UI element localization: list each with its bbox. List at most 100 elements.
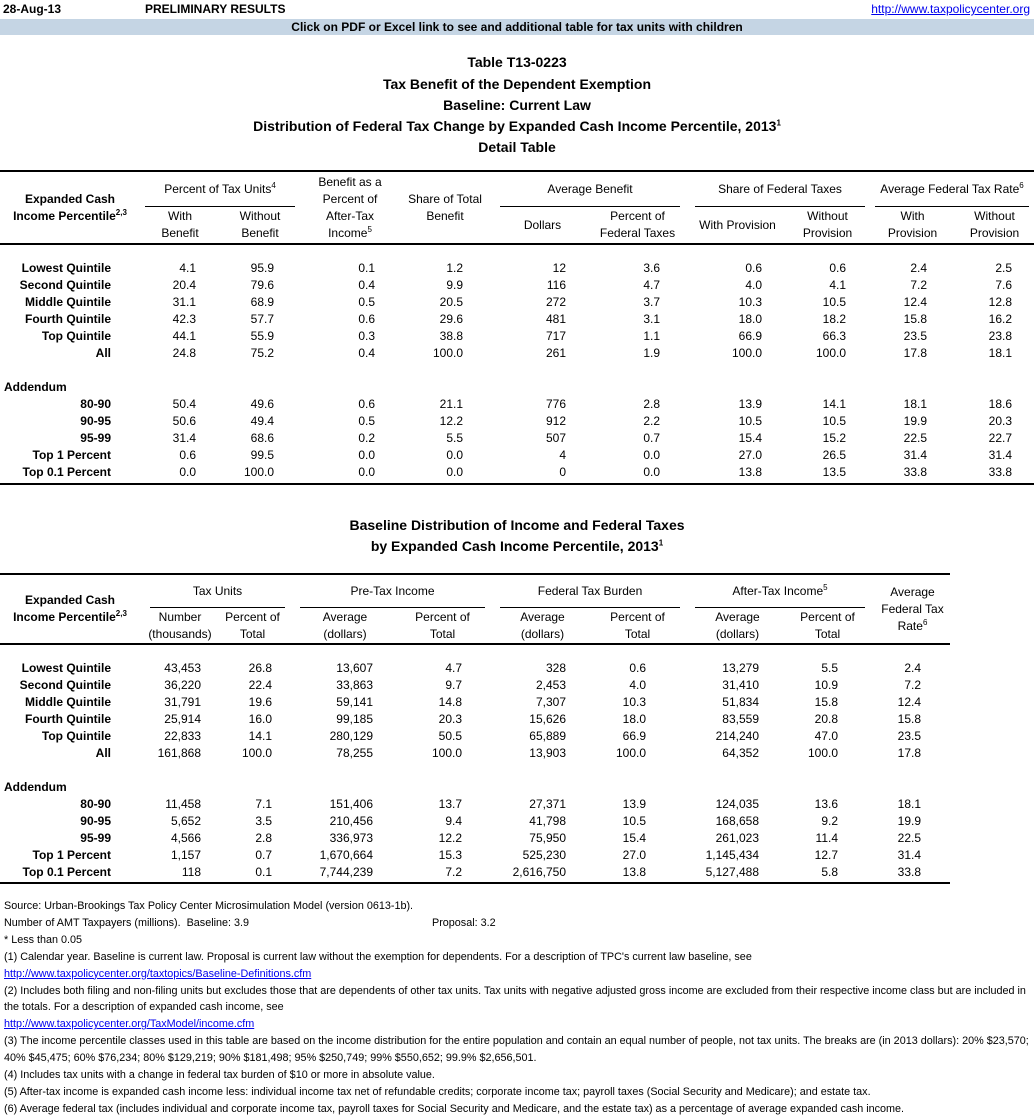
column-header: With Provision <box>870 207 955 243</box>
cell: 15.8 <box>903 312 927 326</box>
cell: 100.0 <box>431 746 462 760</box>
row-label: Second Quintile <box>19 278 111 292</box>
cell: 13,279 <box>722 661 759 675</box>
row-header-wrap: Expanded Cash Income Percentile2,3 <box>6 592 134 626</box>
cell: 23.5 <box>903 329 927 343</box>
column-header-text: With Provision <box>887 209 938 240</box>
cell: 26.5 <box>822 448 846 462</box>
cell: 47.0 <box>814 729 838 743</box>
cell: 0.7 <box>255 848 272 862</box>
cell: 33.8 <box>903 465 927 479</box>
group-header-text: Federal Tax Burden <box>537 583 643 598</box>
cell: 13.8 <box>738 465 762 479</box>
group-header: Share of Federal Taxes <box>690 172 870 206</box>
cell: 15.4 <box>738 431 762 445</box>
cell: 16.2 <box>988 312 1012 326</box>
cell: 12.2 <box>439 414 463 428</box>
column-header-text-sup: 5 <box>367 224 372 234</box>
cell: 5,652 <box>170 814 201 828</box>
cell: 0.0 <box>358 448 375 462</box>
row-label: 90-95 <box>80 414 111 428</box>
column-header-text: With Provision <box>699 217 776 232</box>
amt-proposal: Proposal: 3.2 <box>432 916 496 929</box>
cell: 5.5 <box>821 661 838 675</box>
footnote-link[interactable]: http://www.taxpolicycenter.org/TaxModel/… <box>4 1018 255 1031</box>
cell: 214,240 <box>715 729 759 743</box>
column-header: With Benefit <box>140 207 220 243</box>
addendum-label: Addendum <box>4 780 67 794</box>
cell: 66.3 <box>822 329 846 343</box>
group-header-text-sup: 4 <box>271 180 276 190</box>
cell: 44.1 <box>172 329 196 343</box>
cell: 1,145,434 <box>705 848 759 862</box>
row-label: Fourth Quintile <box>25 712 111 726</box>
column-header: Percent of Federal Taxes <box>590 207 685 243</box>
cell: 1,157 <box>170 848 201 862</box>
cell: 55.9 <box>250 329 274 343</box>
row-header-text: Expanded Cash Income Percentile <box>13 191 116 223</box>
column-header-wrap: Average Federal Tax Rate6 <box>878 584 948 635</box>
column-header: Benefit as a Percent of After-Tax Income… <box>305 172 395 243</box>
cell: 18.0 <box>622 712 646 726</box>
cell: 0.0 <box>446 465 463 479</box>
group-header-text: Share of Federal Taxes <box>718 181 842 196</box>
column-header: Without Benefit <box>220 207 300 243</box>
group-header: After-Tax Income5 <box>690 575 870 607</box>
cell: 41,798 <box>529 814 566 828</box>
row-label: Top Quintile <box>41 329 111 343</box>
cell: 100.0 <box>243 465 274 479</box>
column-header-wrap: Benefit as a Percent of After-Tax Income… <box>314 174 386 242</box>
cell: 95.9 <box>250 261 274 275</box>
cell: 23.8 <box>988 329 1012 343</box>
less-than: * Less than 0.05 <box>4 933 83 946</box>
cell: 17.8 <box>903 346 927 360</box>
cell: 4,566 <box>170 831 201 845</box>
cell: 75,950 <box>529 831 566 845</box>
cell: 21.1 <box>439 397 463 411</box>
row-label: Lowest Quintile <box>21 261 111 275</box>
cell: 13.6 <box>814 797 838 811</box>
cell: 0.0 <box>358 465 375 479</box>
column-header: Average (dollars) <box>495 608 590 643</box>
site-link[interactable]: http://www.taxpolicycenter.org <box>871 2 1030 16</box>
cell: 0.0 <box>643 448 660 462</box>
cell: 13.5 <box>822 465 846 479</box>
column-header: Dollars <box>495 207 590 243</box>
cell: 20.4 <box>172 278 196 292</box>
cell: 50.6 <box>172 414 196 428</box>
cell: 151,406 <box>329 797 373 811</box>
cell: 11.4 <box>815 831 838 845</box>
cell: 18.6 <box>988 397 1012 411</box>
rule <box>0 483 1034 485</box>
cell: 4 <box>559 448 566 462</box>
column-header-text: Percent of Total <box>225 609 280 641</box>
cell: 0.6 <box>358 397 375 411</box>
cell: 19.9 <box>897 814 921 828</box>
cell: 50.4 <box>172 397 196 411</box>
title-line: Detail Table <box>478 139 556 155</box>
cell: 1.1 <box>643 329 660 343</box>
cell: 64,352 <box>722 746 759 760</box>
date: 28-Aug-13 <box>3 2 62 16</box>
cell: 3.7 <box>643 295 660 309</box>
rule <box>0 243 1034 245</box>
group-header-text: Average Benefit <box>547 181 633 196</box>
group-header-text: Average Federal Tax Rate <box>880 181 1020 196</box>
footnote-link[interactable]: http://www.taxpolicycenter.org/taxtopics… <box>4 967 312 980</box>
row-label: Middle Quintile <box>25 295 111 309</box>
cell: 1,670,664 <box>319 848 373 862</box>
cell: 20.8 <box>814 712 838 726</box>
cell: 50.5 <box>438 729 462 743</box>
cell: 116 <box>546 278 566 292</box>
footnote: (6) Average federal tax (includes indivi… <box>4 1102 905 1115</box>
cell: 59,141 <box>336 695 373 709</box>
row-label: 95-99 <box>80 831 111 845</box>
row-label: 80-90 <box>80 397 111 411</box>
cell: 2.4 <box>910 261 927 275</box>
cell: 13.9 <box>622 797 646 811</box>
cell: 100.0 <box>731 346 762 360</box>
cell: 4.0 <box>745 278 762 292</box>
column-header-text: Percent of Total <box>415 609 470 641</box>
cell: 3.5 <box>255 814 272 828</box>
rule <box>150 607 285 608</box>
